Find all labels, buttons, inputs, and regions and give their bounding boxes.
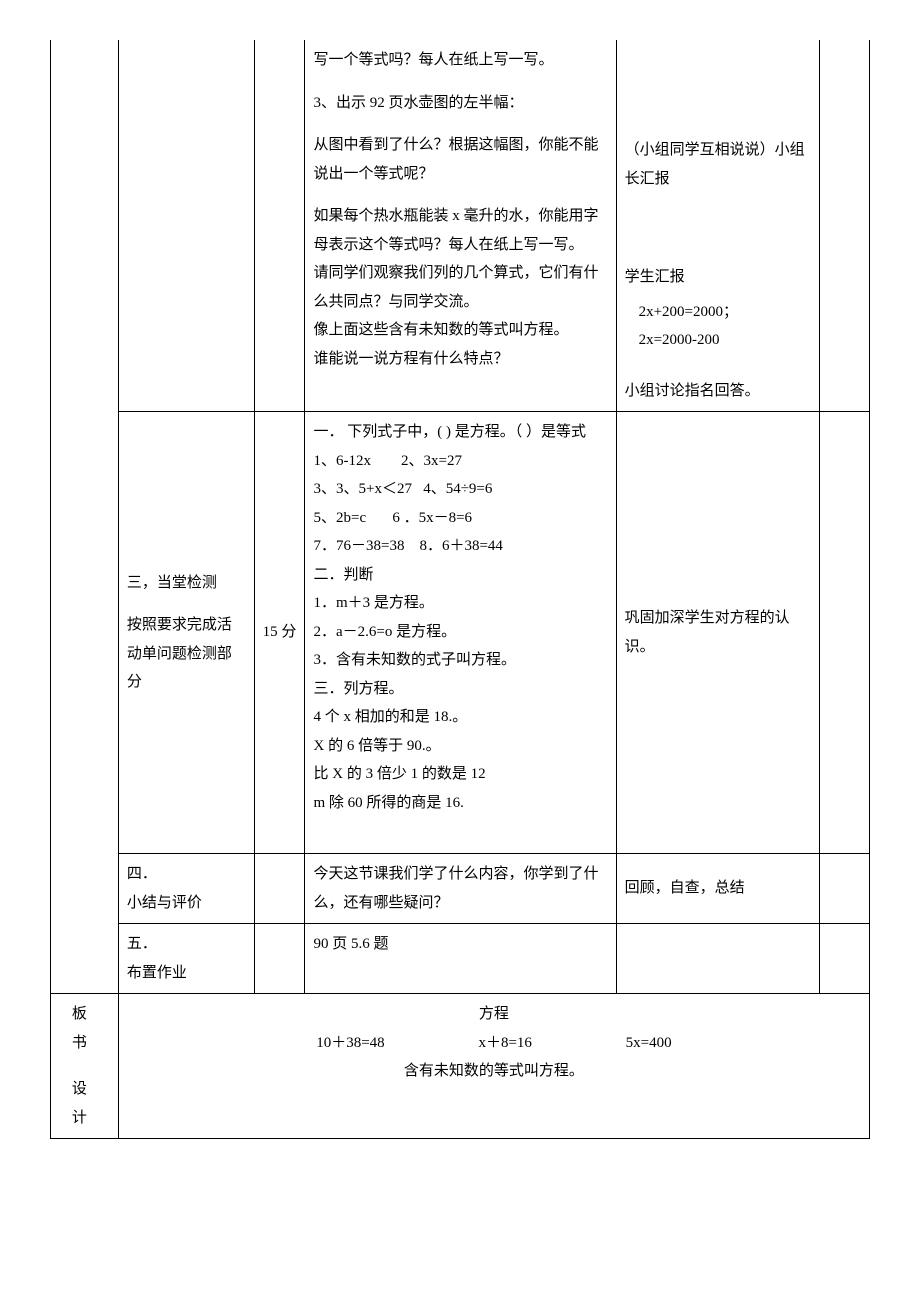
paragraph: 4 个 x 相加的和是 18.。 [313, 703, 607, 732]
board-eq3: 5x=400 [626, 1029, 672, 1058]
paragraph: 2．a－2.6=o 是方程。 [313, 618, 607, 647]
cell-r4-c3 [254, 924, 305, 994]
board-content-cell: 方程 10＋38=48 x＋8=16 5x=400 含有未知数的等式叫方程。 [118, 994, 869, 1139]
board-label-l2: 设 计 [59, 1075, 110, 1132]
cell-r2-c3: 15 分 [254, 412, 305, 854]
page-container: 写一个等式吗？每人在纸上写一写。 3、出示 92 页水壶图的左半幅： 从图中看到… [0, 0, 920, 1179]
paragraph: 5、2b=c 6 ．5x－8=6 [313, 504, 607, 533]
paragraph: 1．m＋3 是方程。 [313, 589, 607, 618]
cell-r4-c5 [616, 924, 820, 994]
paragraph: X 的 6 倍等于 90.。 [313, 732, 607, 761]
paragraph: 像上面这些含有未知数的等式叫方程。 [313, 316, 607, 345]
cell-r1-c4: 写一个等式吗？每人在纸上写一写。 3、出示 92 页水壶图的左半幅： 从图中看到… [305, 40, 616, 412]
cell-r2-c4: 一． 下列式子中，( ) 是方程。（ ）是等式 1、6-12x 2、3x=27 … [305, 412, 616, 854]
lesson-plan-table: 写一个等式吗？每人在纸上写一写。 3、出示 92 页水壶图的左半幅： 从图中看到… [50, 40, 870, 1139]
paragraph: 二．判断 [313, 561, 607, 590]
paragraph: （小组同学互相说说）小组长汇报 [625, 136, 812, 193]
paragraph: 从图中看到了什么？根据这幅图，你能不能说出一个等式呢？ [313, 131, 607, 188]
cell-r3-c3 [254, 854, 305, 924]
cell-r1-c3 [254, 40, 305, 412]
section-title: 小结与评价 [127, 889, 246, 918]
paragraph: 如果每个热水瓶能装 x 毫升的水，你能用字母表示这个等式吗？每人在纸上写一写。 [313, 202, 607, 259]
paragraph: 2x+200=2000； [625, 298, 812, 327]
board-label-cell: 板 书 设 计 [51, 994, 119, 1139]
paragraph: 3、3、5+x＜27 4、54÷9=6 [313, 475, 607, 504]
paragraph: m 除 60 所得的商是 16. [313, 789, 607, 818]
table-row: 三，当堂检测 按照要求完成活动单问题检测部分 15 分 一． 下列式子中，( )… [51, 412, 870, 854]
paragraph: 学生汇报 [625, 263, 812, 292]
cell-r1-c5: （小组同学互相说说）小组长汇报 学生汇报 2x+200=2000； 2x=200… [616, 40, 820, 412]
board-equations: 10＋38=48 x＋8=16 5x=400 [127, 1029, 861, 1058]
paragraph: 7．76－38=38 8．6＋38=44 [313, 532, 607, 561]
table-row: 写一个等式吗？每人在纸上写一写。 3、出示 92 页水壶图的左半幅： 从图中看到… [51, 40, 870, 412]
cell-r3-c2: 四． 小结与评价 [118, 854, 254, 924]
paragraph: 一． 下列式子中，( ) 是方程。（ ）是等式 [313, 418, 607, 447]
paragraph: 小组讨论指名回答。 [625, 377, 812, 406]
section-body: 按照要求完成活动单问题检测部分 [127, 611, 246, 697]
paragraph: 写一个等式吗？每人在纸上写一写。 [313, 46, 607, 75]
cell-r4-c2: 五． 布置作业 [118, 924, 254, 994]
cell-r1-c6 [820, 40, 870, 412]
board-eq1: 10＋38=48 [316, 1029, 384, 1058]
cell-r3-c5: 回顾，自查，总结 [616, 854, 820, 924]
board-title: 方程 [127, 1000, 861, 1029]
board-eq2: x＋8=16 [478, 1029, 531, 1058]
cell-r2-c6 [820, 412, 870, 854]
paragraph: 2x=2000-200 [625, 326, 812, 355]
board-design-row: 板 书 设 计 方程 10＋38=48 x＋8=16 5x=400 含有未知数的… [51, 994, 870, 1139]
cell-blank-left [51, 40, 119, 994]
cell-r4-c6 [820, 924, 870, 994]
section-title: 四． [127, 860, 246, 889]
paragraph: 三．列方程。 [313, 675, 607, 704]
board-label-l1: 板 书 [59, 1000, 110, 1057]
cell-r3-c6 [820, 854, 870, 924]
table-row: 五． 布置作业 90 页 5.6 题 [51, 924, 870, 994]
paragraph: 1、6-12x 2、3x=27 [313, 447, 607, 476]
section-title: 布置作业 [127, 959, 246, 988]
paragraph: 比 X 的 3 倍少 1 的数是 12 [313, 760, 607, 789]
table-row: 四． 小结与评价 今天这节课我们学了什么内容，你学到了什么，还有哪些疑问？ 回顾… [51, 854, 870, 924]
board-definition: 含有未知数的等式叫方程。 [127, 1057, 861, 1086]
cell-r2-c5: 巩固加深学生对方程的认识。 [616, 412, 820, 854]
paragraph: 3、出示 92 页水壶图的左半幅： [313, 89, 607, 118]
cell-r3-c4: 今天这节课我们学了什么内容，你学到了什么，还有哪些疑问？ [305, 854, 616, 924]
cell-r2-c2: 三，当堂检测 按照要求完成活动单问题检测部分 [118, 412, 254, 854]
cell-r1-c2 [118, 40, 254, 412]
section-title: 五． [127, 930, 246, 959]
paragraph: 请同学们观察我们列的几个算式，它们有什么共同点？与同学交流。 [313, 259, 607, 316]
paragraph: 3．含有未知数的式子叫方程。 [313, 646, 607, 675]
cell-r4-c4: 90 页 5.6 题 [305, 924, 616, 994]
section-title: 三，当堂检测 [127, 569, 246, 598]
paragraph: 谁能说一说方程有什么特点？ [313, 345, 607, 374]
